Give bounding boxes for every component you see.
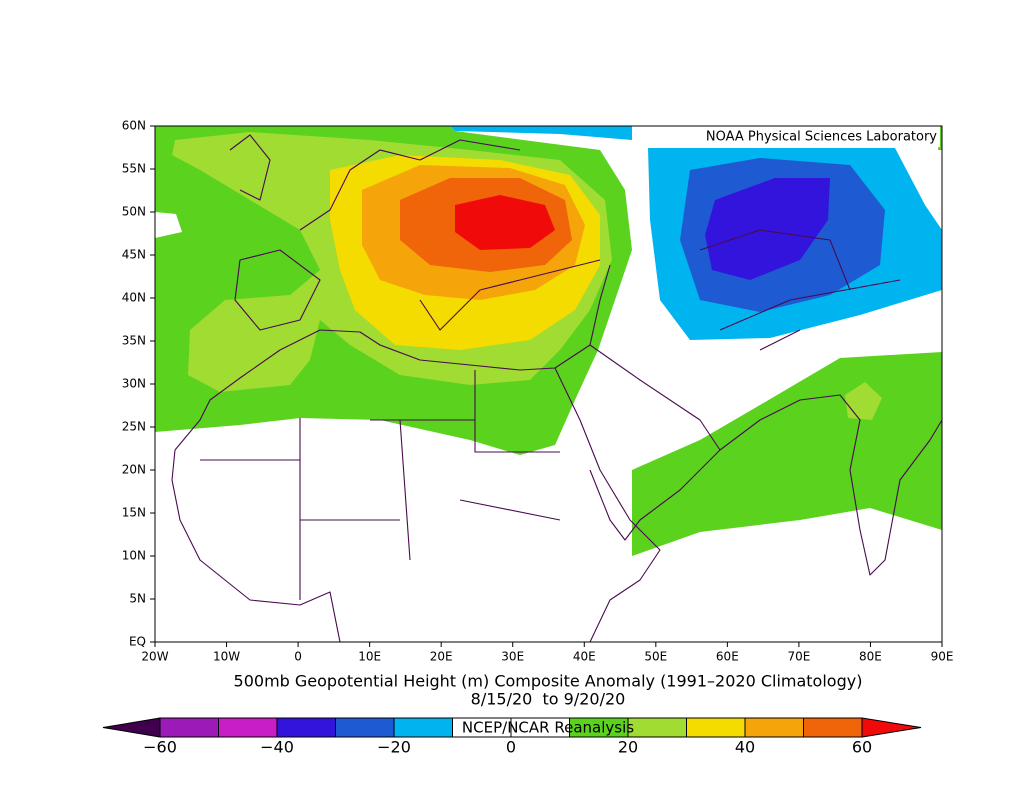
lon-label: 70E (787, 650, 810, 664)
lat-label: 40N (122, 291, 146, 305)
lon-label: 50E (644, 650, 667, 664)
contour-neg30 (705, 178, 830, 280)
colorbar: −60 −40 −20 0 20 40 60 (102, 717, 922, 757)
lat-label: 25N (122, 420, 146, 434)
colorbar-swatch (335, 717, 395, 738)
colorbar-label: −60 (143, 738, 177, 757)
lat-label: 5N (129, 592, 146, 606)
lon-label: 20E (430, 650, 453, 664)
lon-label: 90E (931, 650, 954, 664)
lat-label: 50N (122, 205, 146, 219)
lat-label: 10N (122, 549, 146, 563)
anomaly-contours (155, 126, 942, 556)
lat-label: 60N (122, 119, 146, 133)
lon-label: 0 (294, 650, 302, 664)
colorbar-swatch (218, 717, 278, 738)
colorbar-swatch (744, 717, 804, 738)
colorbar-swatch (803, 717, 863, 738)
colorbar-swatch (159, 717, 219, 738)
lat-label: 20N (122, 463, 146, 477)
colorbar-swatch (393, 717, 453, 738)
colorbar-label: 20 (618, 738, 638, 757)
lat-axis: 60N 55N 50N 45N 40N 35N 30N 25N 20N 15N 10N 5N EQ (122, 119, 155, 649)
lon-label: 60E (716, 650, 739, 664)
lon-label: 10E (358, 650, 381, 664)
lat-label: 45N (122, 248, 146, 262)
lon-label: 30E (501, 650, 524, 664)
colorbar-label: 0 (506, 738, 516, 757)
contour-20-asia (845, 382, 882, 420)
lon-label: 40E (573, 650, 596, 664)
lat-label: EQ (129, 635, 146, 649)
lat-label: 30N (122, 377, 146, 391)
lat-label: 15N (122, 506, 146, 520)
colorbar-swatch (686, 717, 746, 738)
colorbar-swatch (627, 717, 687, 738)
data-source: NCEP/NCAR Reanalysis (462, 719, 634, 737)
lon-label: 80E (859, 650, 882, 664)
coastlines (171, 134, 943, 643)
colorbar-label: −20 (377, 738, 411, 757)
lon-label: 20W (141, 650, 168, 664)
colorbar-label: 40 (735, 738, 755, 757)
colorbar-arrow (861, 717, 922, 738)
credit-box (672, 127, 940, 147)
contour-60 (455, 195, 555, 250)
lat-label: 55N (122, 162, 146, 176)
contour-neg10-top (450, 126, 632, 140)
map-title: 500mb Geopotential Height (m) Composite … (234, 672, 863, 691)
lat-label: 35N (122, 334, 146, 348)
colorbar-label: 60 (852, 738, 872, 757)
lon-axis: 20W 10W 0 10E 20E 30E 40E 50E 60E 70E 80E 90E (141, 642, 953, 664)
credit: NOAA Physical Sciences Laboratory (706, 130, 937, 145)
colorbar-swatch (276, 717, 336, 738)
lon-label: 10W (213, 650, 240, 664)
date-range: 8/15/20 to 9/20/20 (471, 690, 626, 709)
colorbar-label: −40 (260, 738, 294, 757)
